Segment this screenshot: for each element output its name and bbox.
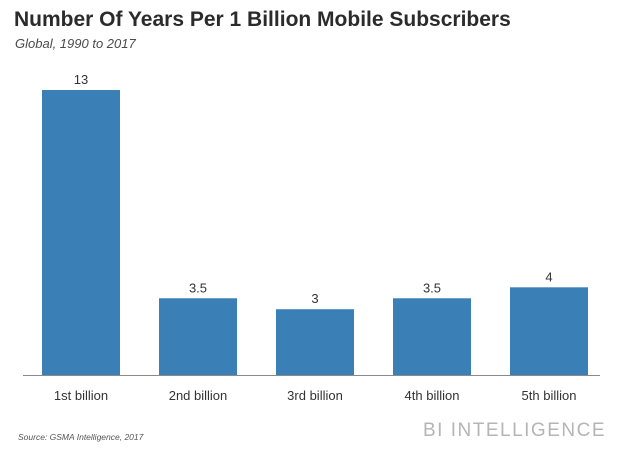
chart-title: Number Of Years Per 1 Billion Mobile Sub… [14, 8, 511, 31]
bar [159, 298, 237, 375]
data-label: 13 [74, 72, 88, 87]
x-tick-label: 3rd billion [287, 388, 343, 403]
x-tick-label: 4th billion [405, 388, 460, 403]
data-label: 3.5 [423, 280, 441, 295]
x-tick-label: 2nd billion [169, 388, 228, 403]
source-note: Source: GSMA Intelligence, 2017 [18, 432, 144, 442]
data-label: 3.5 [189, 280, 207, 295]
x-tick-label: 1st billion [54, 388, 108, 403]
bar [276, 309, 354, 375]
x-tick-label: 5th billion [522, 388, 577, 403]
bar [42, 90, 120, 375]
bar [393, 298, 471, 375]
data-label: 4 [545, 269, 552, 284]
brand-logo: BI INTELLIGENCE [423, 420, 606, 441]
chart-subtitle: Global, 1990 to 2017 [15, 36, 136, 51]
data-label: 3 [311, 291, 318, 306]
bar [510, 287, 588, 375]
